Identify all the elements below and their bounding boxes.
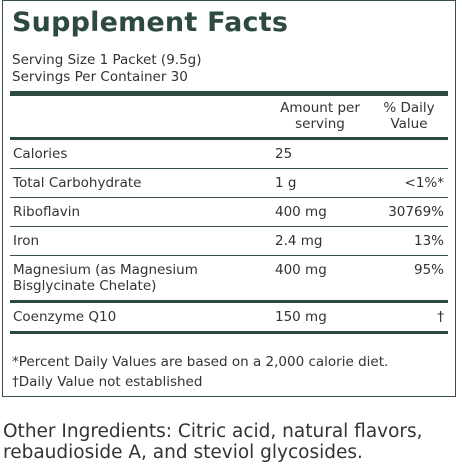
cell: Calories: [13, 146, 68, 162]
nutrient-table: Amount per serving % Daily Value Calorie…: [10, 96, 448, 334]
cell: 2.4 mg: [275, 233, 323, 249]
table-row: Magnesium (as Magnesium Bisglycinate Che…: [10, 256, 448, 303]
serving-size: Serving Size 1 Packet (9.5g): [12, 52, 202, 68]
cell: 25: [275, 146, 293, 162]
table-row: Total Carbohydrate 1 g <1%*: [10, 169, 448, 198]
cell: 30769%: [388, 204, 444, 220]
cell: Total Carbohydrate: [13, 175, 142, 191]
other-ingredients: Other Ingredients: Citric acid, natural …: [3, 421, 423, 463]
footnotes: *Percent Daily Values are based on a 2,0…: [12, 352, 388, 392]
cell: 400 mg: [275, 204, 327, 220]
cell: 400 mg: [275, 262, 327, 278]
header-cell: Amount per serving: [280, 100, 360, 132]
servings-per-container: Servings Per Container 30: [12, 69, 188, 85]
cell: <1%*: [404, 175, 444, 191]
facts-panel: Supplement Facts Serving Size 1 Packet (…: [2, 0, 456, 397]
table-row: Iron 2.4 mg 13%: [10, 227, 448, 256]
footnote: †Daily Value not established: [12, 374, 203, 390]
cell: Magnesium (as Magnesium Bisglycinate Che…: [13, 262, 198, 294]
cell: 1 g: [275, 175, 297, 191]
divider: [10, 91, 448, 96]
cell: 150 mg: [275, 309, 327, 325]
cell: Coenzyme Q10: [13, 309, 117, 325]
table-row: Coenzyme Q10 150 mg †: [10, 303, 448, 334]
cell: Iron: [13, 233, 40, 249]
cell: Riboflavin: [13, 204, 81, 220]
table-row: Calories 25: [10, 140, 448, 169]
footnote: *Percent Daily Values are based on a 2,0…: [12, 354, 389, 370]
cell: †: [437, 309, 444, 325]
table-row: Riboflavin 400 mg 30769%: [10, 198, 448, 227]
cell: 95%: [413, 262, 444, 278]
table-header: Amount per serving % Daily Value: [10, 96, 448, 140]
header-cell: % Daily Value: [383, 100, 435, 132]
title: Supplement Facts: [12, 7, 289, 38]
cell: 13%: [413, 233, 444, 249]
